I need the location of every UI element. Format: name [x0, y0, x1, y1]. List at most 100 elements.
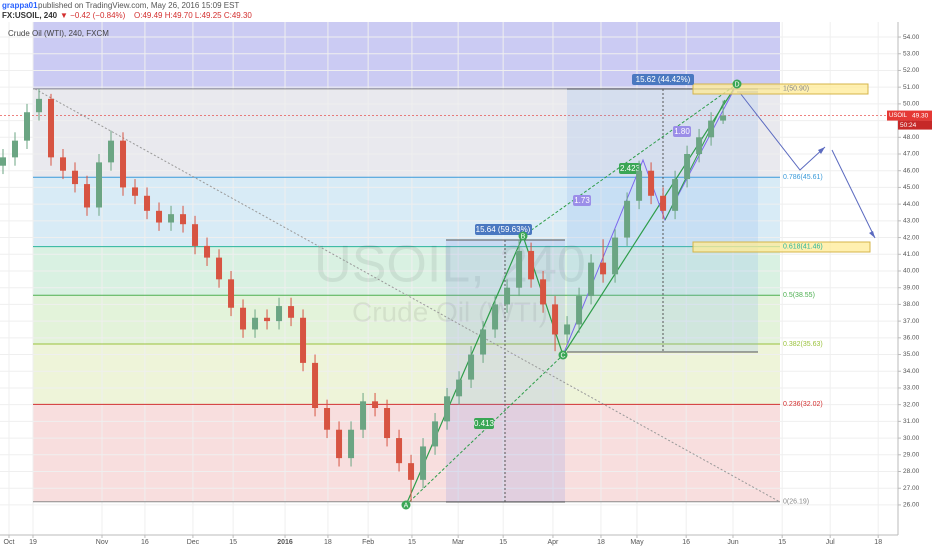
candle-body — [36, 98, 43, 113]
y-tick-label: 41.00 — [903, 251, 920, 258]
candle-body — [300, 317, 307, 363]
price-tag — [887, 110, 932, 121]
candle-body — [408, 463, 415, 480]
pattern-point-label: C — [560, 352, 565, 359]
range-label: 15.64 (59.63%) — [476, 225, 531, 234]
arrow-head — [818, 147, 825, 154]
candle-body — [552, 304, 559, 335]
y-tick-label: 42.00 — [903, 234, 920, 241]
trend-line — [34, 88, 781, 503]
ratio-label: 1.80 — [674, 127, 690, 136]
candle-body — [516, 250, 523, 288]
candle-body — [264, 317, 271, 322]
candle-body — [432, 421, 439, 447]
candle-body — [468, 354, 475, 380]
candle-body — [228, 279, 235, 308]
y-tick-label: 39.00 — [903, 284, 920, 291]
pattern-point-label: B — [521, 233, 526, 240]
y-tick-label: 53.00 — [903, 50, 920, 57]
candle-body — [708, 120, 715, 138]
y-tick-label: 54.00 — [903, 34, 920, 41]
candle-body — [660, 195, 667, 211]
y-tick-label: 44.00 — [903, 201, 920, 208]
candle-body — [612, 237, 619, 275]
candle-body — [396, 438, 403, 464]
fib-label: 0.5(38.55) — [783, 292, 815, 299]
x-tick-label: Feb — [362, 539, 374, 546]
countdown: 50:24 — [900, 122, 917, 129]
candle-body — [192, 224, 199, 246]
candle-body — [324, 408, 331, 430]
y-tick-label: 30.00 — [903, 435, 920, 442]
candle-body — [540, 279, 547, 305]
pattern-point — [558, 350, 568, 360]
candle-body — [276, 306, 283, 322]
candle-body — [504, 287, 511, 305]
y-tick-label: 37.00 — [903, 318, 920, 325]
x-tick-label: 2016 — [277, 539, 293, 546]
candle-body — [600, 262, 607, 275]
candle-body — [456, 379, 463, 397]
ratio-label: 0.413 — [474, 419, 495, 428]
candle-body — [132, 187, 139, 196]
x-tick-label: 18 — [597, 539, 605, 546]
y-tick-label: 36.00 — [903, 335, 920, 342]
zone-box — [692, 83, 869, 95]
x-tick-label: 15 — [499, 539, 507, 546]
y-tick-label: 40.00 — [903, 268, 920, 275]
x-tick-label: Jul — [826, 539, 835, 546]
candle-body — [696, 137, 703, 155]
y-tick-label: 46.00 — [903, 167, 920, 174]
candle-body — [360, 401, 367, 430]
time-axis-bg — [0, 535, 932, 550]
ratio-box — [673, 126, 691, 137]
ratio-label: 2.423 — [620, 164, 641, 173]
candle-body — [108, 140, 115, 163]
x-tick-label: Dec — [187, 539, 200, 546]
ratio-label: 1.73 — [574, 196, 590, 205]
ratio-box — [474, 418, 494, 429]
candle-body — [240, 307, 247, 330]
pattern-point-label: A — [404, 502, 409, 509]
x-tick-label: 18 — [324, 539, 332, 546]
y-tick-label: 50.00 — [903, 101, 920, 108]
ratio-box — [619, 163, 641, 174]
x-tick-label: 18 — [874, 539, 882, 546]
x-tick-label: Jun — [727, 539, 738, 546]
y-tick-label: 27.00 — [903, 485, 920, 492]
range-box — [567, 89, 758, 352]
x-tick-label: Nov — [96, 539, 109, 546]
x-tick-label: Oct — [4, 539, 15, 546]
candle-body — [588, 262, 595, 297]
x-tick-label: 15 — [778, 539, 786, 546]
candle-body — [720, 115, 727, 121]
x-tick-label: 16 — [141, 539, 149, 546]
candle-body — [684, 154, 691, 180]
candle-body — [420, 446, 427, 480]
x-tick-label: May — [630, 539, 644, 546]
candle-body — [312, 362, 319, 409]
candle-body — [0, 157, 7, 166]
pattern-point — [401, 500, 411, 510]
y-tick-label: 52.00 — [903, 67, 920, 74]
fib-zone — [33, 404, 780, 502]
y-tick-label: 51.00 — [903, 84, 920, 91]
candle-body — [636, 170, 643, 201]
author: grappa01 — [2, 1, 38, 10]
pattern-point — [732, 79, 742, 89]
fib-label: 0.786(45.61) — [783, 174, 823, 181]
candle-body — [528, 250, 535, 280]
forecast-arrow — [739, 92, 826, 171]
x-tick-label: 15 — [229, 539, 237, 546]
candle-body — [216, 257, 223, 280]
candle-body — [168, 214, 175, 223]
candle-body — [96, 162, 103, 208]
candle-body — [348, 429, 355, 459]
fib-label: 0.236(32.02) — [783, 401, 823, 408]
price-tag-name: USOIL — [889, 113, 908, 119]
countdown-tag — [898, 120, 932, 130]
candle-body — [252, 317, 259, 330]
candle-body — [24, 112, 31, 141]
y-tick-label: 33.00 — [903, 385, 920, 392]
